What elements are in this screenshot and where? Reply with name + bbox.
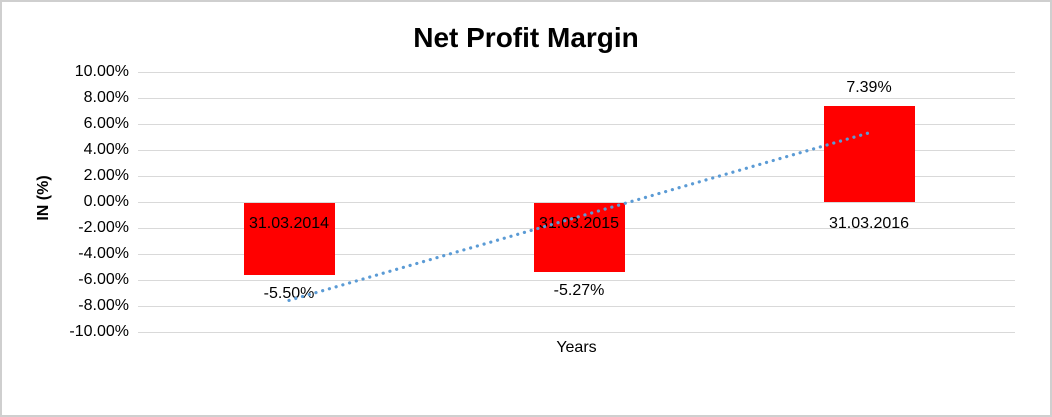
y-tick-label: 8.00% [83,89,129,106]
y-tick-label: -8.00% [78,297,129,314]
value-label: -5.27% [553,281,605,299]
x-axis-title: Years [556,339,597,356]
y-tick-label: -6.00% [78,271,129,288]
category-label: 31.03.2015 [538,215,620,232]
category-label: 31.03.2016 [828,215,910,232]
y-tick-label: -4.00% [78,245,129,262]
gridline [138,123,1015,125]
y-tick-label: -10.00% [69,323,129,340]
gridline [138,97,1015,99]
category-label: 31.03.2014 [248,215,330,232]
bar [823,105,915,202]
gridline [138,331,1015,333]
gridline [138,71,1015,73]
y-tick-label: 2.00% [83,167,129,184]
value-label: 7.39% [846,78,892,96]
y-tick-label: 4.00% [83,141,129,158]
gridline [138,305,1015,307]
chart-title: Net Profit Margin [413,22,639,53]
y-tick-label: -2.00% [78,219,129,236]
y-tick-label: 6.00% [83,115,129,132]
y-tick-label: 10.00% [74,63,129,80]
y-tick-label: 0.00% [83,193,129,210]
value-label: -5.50% [263,284,315,302]
